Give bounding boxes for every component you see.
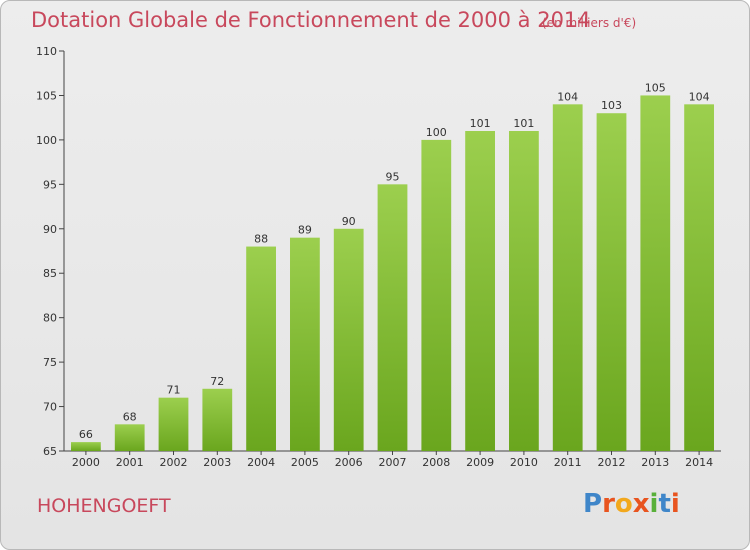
value-label-2004: 88 bbox=[254, 233, 268, 246]
bar-2001 bbox=[114, 424, 145, 451]
bar-2003 bbox=[202, 388, 233, 451]
x-tick-labels: 2000 2001 2002 2003 2004 2005 2006 2007 2008 2009… bbox=[72, 451, 713, 469]
x-tick-label-2010: 2010 bbox=[510, 456, 538, 469]
x-tick-label-2005: 2005 bbox=[291, 456, 319, 469]
chart-title: Dotation Globale de Fonctionnement de 20… bbox=[31, 8, 591, 32]
y-tick-label: 105 bbox=[36, 89, 57, 102]
x-tick-label-2013: 2013 bbox=[641, 456, 669, 469]
y-tick-label: 70 bbox=[43, 401, 57, 414]
y-tick-label: 110 bbox=[36, 45, 57, 58]
bar-2011 bbox=[552, 104, 583, 451]
bar-2013 bbox=[640, 95, 671, 451]
value-label-2009: 101 bbox=[470, 117, 491, 130]
bar-2014 bbox=[684, 104, 714, 451]
value-label-2005: 89 bbox=[298, 224, 312, 237]
value-label-2011: 104 bbox=[557, 90, 578, 103]
logo-letter: r bbox=[602, 489, 615, 519]
bar-2009 bbox=[465, 131, 495, 451]
bars bbox=[71, 95, 714, 452]
x-tick-label-2006: 2006 bbox=[335, 456, 363, 469]
x-tick-label-2008: 2008 bbox=[422, 456, 450, 469]
bar-2010 bbox=[509, 131, 539, 451]
y-tick-label: 80 bbox=[43, 312, 57, 325]
bar-2006 bbox=[333, 228, 364, 451]
x-tick-label-2000: 2000 bbox=[72, 456, 100, 469]
bar-2012 bbox=[596, 113, 627, 451]
value-label-2012: 103 bbox=[601, 99, 622, 112]
x-tick-label-2009: 2009 bbox=[466, 456, 494, 469]
value-label-2014: 104 bbox=[689, 90, 710, 103]
bar-2007 bbox=[377, 184, 408, 452]
bar-2008 bbox=[421, 139, 452, 451]
value-label-2007: 95 bbox=[386, 170, 400, 183]
unit-note: (en milliers d'€) bbox=[542, 16, 637, 30]
x-tick-label-2007: 2007 bbox=[379, 456, 407, 469]
logo-letter: i bbox=[670, 489, 680, 519]
proxiti-logo[interactable]: Proxiti bbox=[583, 489, 680, 519]
commune-name: HOHENGOEFT bbox=[37, 495, 171, 517]
x-tick-label-2011: 2011 bbox=[554, 456, 582, 469]
value-label-2001: 68 bbox=[123, 410, 137, 423]
value-label-2013: 105 bbox=[645, 81, 666, 94]
bar-2002 bbox=[158, 397, 189, 451]
x-tick-label-2004: 2004 bbox=[247, 456, 275, 469]
y-tick-label: 75 bbox=[43, 356, 57, 369]
y-tick-label: 85 bbox=[43, 267, 57, 280]
logo-letter: o bbox=[614, 489, 633, 519]
y-tick-label: 90 bbox=[43, 223, 57, 236]
bar-2000 bbox=[71, 442, 101, 451]
logo-letter: P bbox=[583, 489, 603, 519]
value-label-2003: 72 bbox=[210, 375, 224, 388]
value-labels: 66 68 71 72 88 89 90 95 100 101 101 104 103 105 104 bbox=[79, 81, 710, 441]
x-tick-label-2001: 2001 bbox=[116, 456, 144, 469]
y-tick-label: 100 bbox=[36, 134, 57, 147]
bar-2004 bbox=[246, 246, 276, 451]
value-label-2010: 101 bbox=[513, 117, 534, 130]
value-label-2002: 71 bbox=[167, 384, 181, 397]
y-ticks: 65 70 75 80 85 90 95 100 105 110 bbox=[36, 45, 64, 458]
x-tick-label-2014: 2014 bbox=[685, 456, 713, 469]
bar-2005 bbox=[290, 237, 320, 451]
logo-letter: t bbox=[658, 489, 671, 519]
value-label-2000: 66 bbox=[79, 428, 93, 441]
logo-letter: x bbox=[632, 489, 650, 519]
value-label-2008: 100 bbox=[426, 126, 447, 139]
x-tick-label-2012: 2012 bbox=[598, 456, 626, 469]
y-tick-label: 65 bbox=[43, 445, 57, 458]
y-tick-label: 95 bbox=[43, 178, 57, 191]
x-tick-label-2002: 2002 bbox=[160, 456, 188, 469]
value-label-2006: 90 bbox=[342, 215, 356, 228]
logo-letter: i bbox=[649, 489, 659, 519]
x-tick-label-2003: 2003 bbox=[203, 456, 231, 469]
